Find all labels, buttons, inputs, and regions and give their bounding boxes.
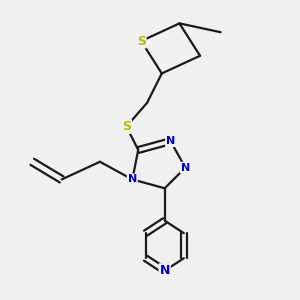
Text: N: N (166, 136, 175, 146)
Text: N: N (160, 264, 170, 277)
Text: N: N (181, 163, 190, 173)
Text: S: S (137, 34, 146, 48)
Text: S: S (122, 120, 131, 133)
Text: N: N (128, 174, 137, 184)
